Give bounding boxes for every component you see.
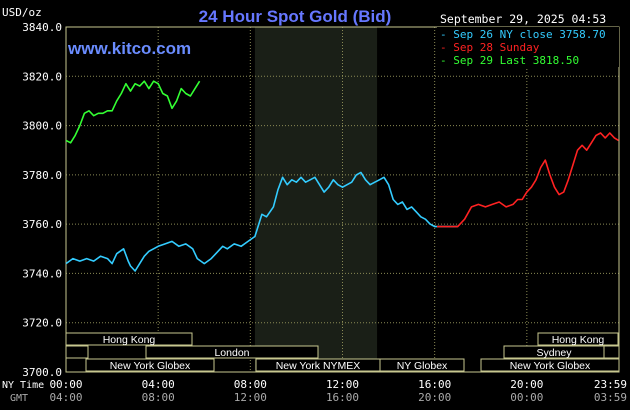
legend-entry: - Sep 29 Last 3818.50 [440,54,579,67]
legend-box [437,27,619,67]
x-tick-label-gmt: 03:59 [594,391,627,404]
plot-border [65,26,620,373]
session-box [537,332,619,346]
x-tick-label-ny: 08:00 [234,378,267,391]
ny-time-axis-label: NY Time [2,380,44,391]
x-tick-label-ny: 00:00 [49,378,82,391]
x-tick-label-ny: 04:00 [142,378,175,391]
y-tick-label: 3820.0 [22,70,62,83]
session-box [85,358,215,372]
gmt-axis-label: GMT [10,393,28,404]
y-tick-label: 3840.0 [22,21,62,34]
y-tick-label: 3740.0 [22,267,62,280]
x-tick-label-gmt: 12:00 [234,391,267,404]
legend-entry: - Sep 28 Sunday [440,41,540,54]
x-tick-label-gmt: 00:00 [510,391,543,404]
session-box [480,358,620,372]
series-line [65,171,458,272]
x-tick-label-ny: 12:00 [326,378,359,391]
x-tick-label-gmt: 16:00 [326,391,359,404]
x-tick-label-ny: 16:00 [418,378,451,391]
x-tick-label-gmt: 04:00 [49,391,82,404]
y-tick-label: 3760.0 [22,218,62,231]
y-axis-unit-label: USD/oz [2,6,42,19]
series-line [437,132,619,228]
session-label: Sydney [536,347,572,359]
y-tick-label: 3780.0 [22,169,62,182]
session-box [503,345,605,359]
x-tick-label-ny: 23:59 [594,378,627,391]
x-tick-label-ny: 20:00 [510,378,543,391]
session-label: New York Globex [110,360,191,372]
site-watermark: www.kitco.com [67,39,191,58]
y-tick-label: 3800.0 [22,120,62,133]
nymex-session-shade [254,27,378,372]
legend-entry: - Sep 26 NY close 3758.70 [440,28,606,41]
session-box [65,332,193,346]
session-label: Hong Kong [552,334,605,346]
chart-title: 24 Hour Spot Gold (Bid) [199,7,392,26]
chart-timestamp: September 29, 2025 04:53 [440,12,606,26]
x-tick-label-gmt: 08:00 [142,391,175,404]
session-label: NY Globex [397,360,448,372]
y-tick-label: 3720.0 [22,317,62,330]
session-label: New York Globex [510,360,591,372]
series-line [65,80,201,144]
session-box [379,358,465,372]
session-label: Hong Kong [103,334,156,346]
x-tick-label-gmt: 20:00 [418,391,451,404]
session-box [145,345,319,359]
session-edge-box [65,345,89,359]
session-label: London [214,347,249,359]
session-label: New York NYMEX [276,360,361,372]
y-tick-label: 3700.0 [22,366,62,379]
